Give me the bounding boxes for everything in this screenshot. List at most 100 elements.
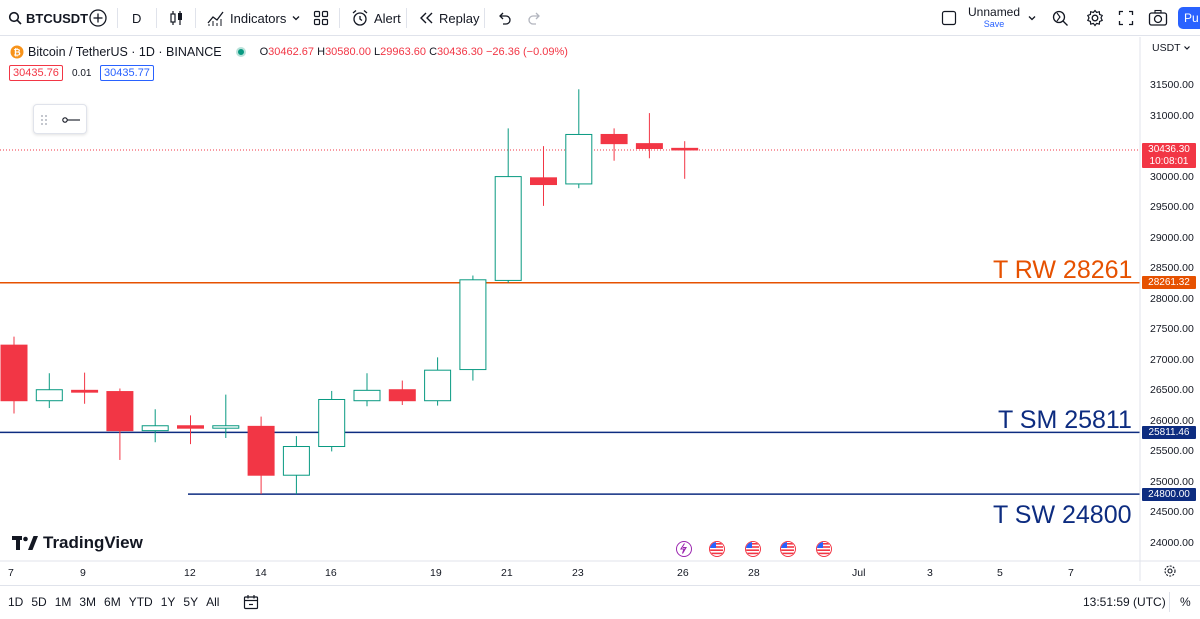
- time-tick-label: 7: [8, 567, 14, 579]
- spread-value: 0.01: [72, 67, 92, 79]
- time-tick-label: 14: [255, 567, 267, 579]
- symbol-title[interactable]: Bitcoin / TetherUS · 1D · BINANCE: [28, 45, 222, 59]
- alarm-clock-icon: [352, 10, 368, 26]
- range-button-1d[interactable]: 1D: [8, 595, 24, 609]
- time-tick-label: Jul: [852, 567, 866, 579]
- interval-label: D: [132, 10, 142, 26]
- ohlc-values: O30462.67 H30580.00 L29963.60 C30436.30 …: [260, 46, 568, 58]
- currency-selector[interactable]: USDT: [1152, 42, 1191, 54]
- horizontal-line-text[interactable]: T RW 28261: [993, 255, 1133, 284]
- range-button-1y[interactable]: 1Y: [160, 595, 176, 609]
- checkbox-icon: [941, 10, 957, 26]
- price-tick-label: 31000.00: [1150, 109, 1194, 122]
- indicator-templates-button[interactable]: [291, 0, 301, 36]
- flag-stripes: [817, 542, 830, 555]
- range-button-ytd[interactable]: YTD: [128, 595, 153, 609]
- us-flag-icon[interactable]: [816, 541, 832, 557]
- range-button-all[interactable]: All: [206, 595, 220, 609]
- fullscreen-button[interactable]: [1118, 0, 1134, 36]
- redo-button[interactable]: [527, 0, 543, 36]
- redo-icon: [528, 12, 540, 25]
- snapshot-button[interactable]: [1148, 0, 1168, 36]
- layout-button[interactable]: [313, 0, 329, 36]
- time-tick-label: 26: [677, 567, 689, 579]
- quick-search-icon: [1052, 10, 1068, 26]
- grid-layout-icon: [313, 10, 329, 26]
- us-flag-icon[interactable]: [709, 541, 725, 557]
- market-open-status-dot[interactable]: [235, 47, 246, 57]
- lightning-icon: [679, 543, 687, 554]
- drag-handle-icon[interactable]: [34, 105, 88, 135]
- undo-icon: [499, 12, 511, 25]
- time-tick-label: 12: [184, 567, 196, 579]
- layout-checkbox[interactable]: [941, 0, 957, 36]
- currency-label: USDT: [1152, 42, 1181, 54]
- flag-stripes: [710, 542, 723, 555]
- go-to-date-button[interactable]: [243, 586, 259, 618]
- us-flag-icon[interactable]: [745, 541, 761, 557]
- publish-label: Pu: [1184, 11, 1199, 25]
- open-value: 30462.67: [268, 46, 315, 58]
- symbol-name: BTCUSDT: [26, 10, 89, 26]
- candles-icon: [170, 11, 182, 25]
- range-button-3m[interactable]: 3M: [79, 595, 97, 609]
- divider: [339, 8, 340, 28]
- tradingview-watermark[interactable]: TradingView: [12, 533, 143, 553]
- price-tick-label: 25000.00: [1150, 475, 1194, 488]
- chevron-down-icon: [292, 16, 300, 21]
- percent-label: %: [1180, 595, 1191, 609]
- timezone-button[interactable]: 13:51:59 (UTC): [1083, 586, 1166, 618]
- flag-stripes: [781, 542, 794, 555]
- layout-save-label: Save: [983, 19, 1005, 29]
- time-tick-label: 7: [1068, 567, 1074, 579]
- horizontal-line-text[interactable]: T SW 24800: [993, 501, 1132, 530]
- clock-time: 13:51:59 (UTC): [1083, 595, 1166, 609]
- time-tick-label: 9: [80, 567, 86, 579]
- alert-button[interactable]: Alert: [351, 0, 401, 36]
- search-icon: [8, 11, 22, 25]
- replay-rewind-icon: [420, 12, 433, 24]
- open-label: O: [259, 46, 269, 58]
- layout-name-button[interactable]: Unnamed Save: [968, 0, 1020, 36]
- price-tick-label: 29000.00: [1150, 231, 1194, 244]
- price-tick-label: 29500.00: [1150, 201, 1194, 214]
- quick-search-button[interactable]: [1051, 0, 1069, 36]
- range-button-5d[interactable]: 5D: [31, 595, 47, 609]
- chart-pane[interactable]: [0, 37, 1200, 581]
- time-tick-label: 21: [501, 567, 513, 579]
- top-toolbar: BTCUSDT D Indicators Alert Replay Unname: [0, 0, 1200, 36]
- interval-button[interactable]: D: [132, 0, 141, 36]
- time-tick-label: 28: [748, 567, 760, 579]
- flash-event-icon[interactable]: [676, 541, 692, 557]
- indicators-button[interactable]: Indicators: [207, 0, 286, 36]
- low-label: L: [374, 46, 381, 58]
- price-tick-label: 24000.00: [1150, 537, 1194, 549]
- buy-price-box[interactable]: 30435.77: [100, 65, 154, 81]
- divider: [1169, 592, 1170, 612]
- price-tick-label: 28500.00: [1150, 262, 1194, 275]
- layout-menu-button[interactable]: [1027, 0, 1037, 36]
- chart-type-button[interactable]: [169, 0, 185, 36]
- percent-scale-toggle[interactable]: %: [1180, 586, 1191, 618]
- time-tick-label: 19: [430, 567, 442, 579]
- range-button-5y[interactable]: 5Y: [183, 595, 199, 609]
- range-button-1m[interactable]: 1M: [54, 595, 72, 609]
- divider: [406, 8, 407, 28]
- settings-button[interactable]: [1086, 0, 1104, 36]
- compare-button[interactable]: [88, 0, 108, 36]
- symbol-search[interactable]: BTCUSDT: [8, 0, 88, 36]
- us-flag-icon[interactable]: [780, 541, 796, 557]
- time-axis-settings-button[interactable]: [1163, 564, 1177, 583]
- horizontal-line-text[interactable]: T SM 25811: [998, 406, 1132, 435]
- price-tick-label: 28000.00: [1150, 292, 1194, 305]
- publish-button[interactable]: Pu: [1178, 7, 1200, 29]
- layout-name: Unnamed: [968, 5, 1021, 19]
- undo-button[interactable]: [496, 0, 512, 36]
- sell-price-box[interactable]: 30435.76: [9, 65, 63, 81]
- price-tick-label: 27000.00: [1150, 353, 1194, 366]
- replay-button[interactable]: Replay: [418, 0, 479, 36]
- range-button-6m[interactable]: 6M: [104, 595, 121, 609]
- horizontal-line-price-label: 24800.00: [1142, 487, 1196, 501]
- floating-drawing-toolbar[interactable]: [33, 104, 87, 134]
- chevron-down-icon: [1028, 16, 1036, 21]
